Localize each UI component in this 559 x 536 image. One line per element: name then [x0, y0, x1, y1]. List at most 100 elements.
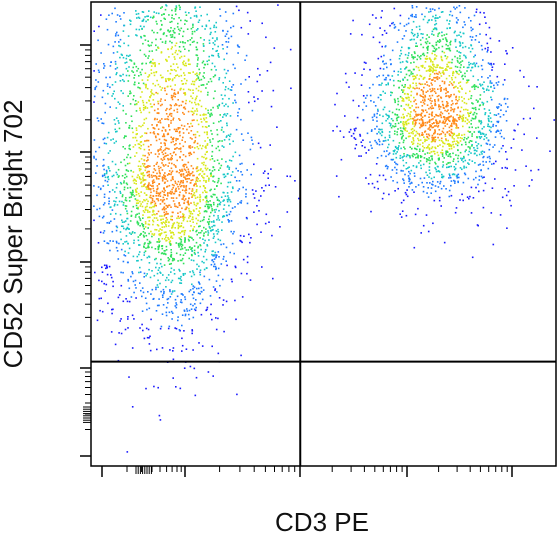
event-dot [125, 135, 127, 138]
event-dot [451, 141, 454, 143]
event-dot [452, 143, 455, 146]
event-dot [372, 119, 374, 121]
event-dot [432, 78, 434, 81]
event-dot [465, 143, 467, 146]
event-dot [361, 74, 363, 76]
event-dot [377, 96, 380, 99]
event-dot [143, 276, 145, 278]
event-dot [399, 213, 401, 215]
event-dot [158, 167, 160, 170]
event-dot [128, 287, 131, 290]
event-dot [180, 216, 182, 218]
event-dot [169, 190, 172, 193]
event-dot [123, 80, 125, 83]
event-dot [147, 209, 149, 212]
event-dot [217, 180, 220, 182]
event-dot [455, 175, 458, 177]
event-dot [188, 207, 190, 210]
event-dot [492, 90, 494, 93]
event-dot [428, 152, 431, 154]
event-dot [116, 242, 118, 244]
event-dot [191, 293, 194, 296]
event-dot [162, 288, 165, 291]
event-dot [488, 148, 491, 151]
event-dot [435, 66, 437, 69]
event-dot [464, 150, 466, 153]
event-dot [207, 201, 209, 203]
event-dot [416, 58, 418, 61]
event-dot [456, 57, 459, 59]
event-dot [443, 122, 445, 125]
event-dot [360, 141, 363, 143]
event-dot [170, 167, 173, 170]
event-dot [464, 55, 467, 58]
event-dot [354, 138, 357, 140]
event-dot [454, 76, 457, 79]
event-dot [178, 188, 180, 190]
event-dot [184, 11, 187, 14]
event-dot [371, 116, 374, 119]
event-dot [119, 18, 122, 20]
event-dot [249, 20, 251, 22]
event-dot [203, 232, 205, 234]
event-dot [156, 124, 158, 127]
event-dot [139, 49, 142, 52]
event-dot [448, 23, 450, 25]
event-dot [182, 181, 184, 184]
event-dot [404, 148, 406, 150]
event-dot [402, 121, 405, 123]
event-dot [174, 190, 177, 193]
event-dot [428, 137, 430, 140]
event-dot [139, 271, 142, 273]
event-dot [170, 243, 172, 245]
event-dot [176, 111, 179, 113]
event-dot [177, 66, 179, 69]
event-dot [155, 192, 158, 195]
event-dot [196, 63, 199, 65]
event-dot [455, 163, 457, 166]
event-dot [466, 79, 468, 82]
event-dot [445, 138, 447, 140]
event-dot [439, 16, 441, 18]
event-dot [430, 155, 432, 158]
event-dot [212, 220, 215, 222]
event-dot [188, 215, 191, 217]
event-dot [465, 92, 467, 95]
event-dot [155, 91, 157, 94]
event-dot [179, 253, 182, 256]
event-dot [431, 157, 433, 160]
event-dot [211, 253, 213, 256]
event-dot [446, 19, 448, 22]
event-dot [478, 131, 480, 133]
event-dot [205, 267, 208, 269]
event-dot [161, 169, 164, 171]
event-dot [410, 73, 412, 75]
event-dot [96, 319, 99, 322]
event-dot [159, 215, 161, 217]
event-dot [107, 166, 110, 168]
event-dot [154, 117, 156, 120]
event-dot [144, 222, 147, 225]
event-dot [122, 92, 124, 95]
event-dot [227, 197, 230, 199]
event-dot [196, 72, 198, 75]
event-dot [128, 228, 130, 230]
event-dot [419, 160, 422, 162]
event-dot [272, 89, 275, 92]
event-dot [503, 98, 506, 101]
event-dot [161, 151, 163, 154]
event-dot [149, 194, 152, 197]
event-dot [148, 10, 150, 12]
event-dot [207, 204, 209, 206]
event-dot [388, 193, 390, 196]
event-dot [382, 60, 384, 62]
event-dot [208, 239, 210, 241]
event-dot [197, 89, 200, 92]
event-dot [289, 175, 292, 178]
event-dot [174, 10, 177, 12]
event-dot [198, 134, 201, 137]
event-dot [423, 98, 426, 101]
event-dot [461, 75, 463, 78]
event-dot [162, 196, 165, 199]
event-dot [157, 192, 160, 194]
